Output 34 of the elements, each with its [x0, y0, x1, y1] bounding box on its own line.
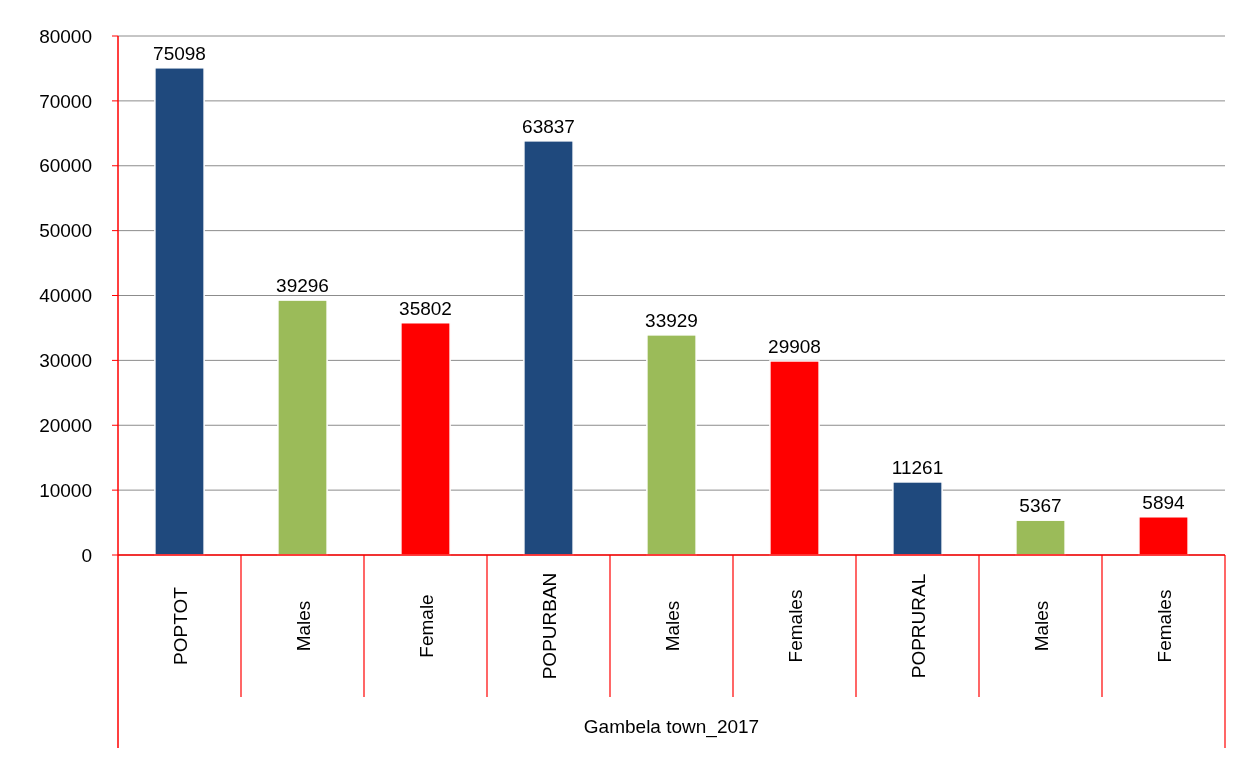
- x-tick-label: POPRURAL: [907, 573, 929, 679]
- x-tick-label: POPURBAN: [538, 572, 560, 680]
- bar: [646, 334, 697, 556]
- y-tick-label: 60000: [39, 155, 92, 177]
- data-label: 35802: [399, 297, 452, 319]
- y-tick-label: 70000: [39, 90, 92, 112]
- y-tick-label: 50000: [39, 220, 92, 242]
- y-tick-label: 10000: [39, 479, 92, 501]
- data-label: 5894: [1142, 491, 1186, 513]
- x-axis-title: Gambela town_2017: [583, 716, 760, 738]
- x-tick-label: Females: [784, 589, 806, 663]
- bar: [277, 299, 328, 556]
- data-label: 29908: [768, 335, 821, 357]
- data-label: 33929: [645, 309, 698, 331]
- x-tick-label: Females: [1153, 589, 1175, 663]
- data-label: 75098: [153, 42, 206, 64]
- y-tick-label: 30000: [39, 350, 92, 372]
- x-tick-label: Males: [292, 600, 314, 652]
- bar: [523, 140, 574, 556]
- data-label: 11261: [891, 456, 944, 478]
- y-tick-label: 0: [81, 544, 92, 566]
- y-tick-label: 40000: [39, 285, 92, 307]
- y-tick-label: 80000: [39, 25, 92, 47]
- bar: [154, 67, 205, 556]
- x-tick-label: POPTOT: [169, 586, 191, 665]
- data-label: 39296: [276, 275, 329, 297]
- bar: [1015, 519, 1066, 556]
- bar: [892, 481, 943, 556]
- x-tick-label: Female: [415, 594, 437, 658]
- data-label: 63837: [522, 115, 575, 137]
- x-tick-label: Males: [661, 600, 683, 652]
- data-label: 5367: [1019, 495, 1062, 517]
- x-tick-label: Males: [1030, 600, 1052, 652]
- y-tick-label: 20000: [39, 414, 92, 436]
